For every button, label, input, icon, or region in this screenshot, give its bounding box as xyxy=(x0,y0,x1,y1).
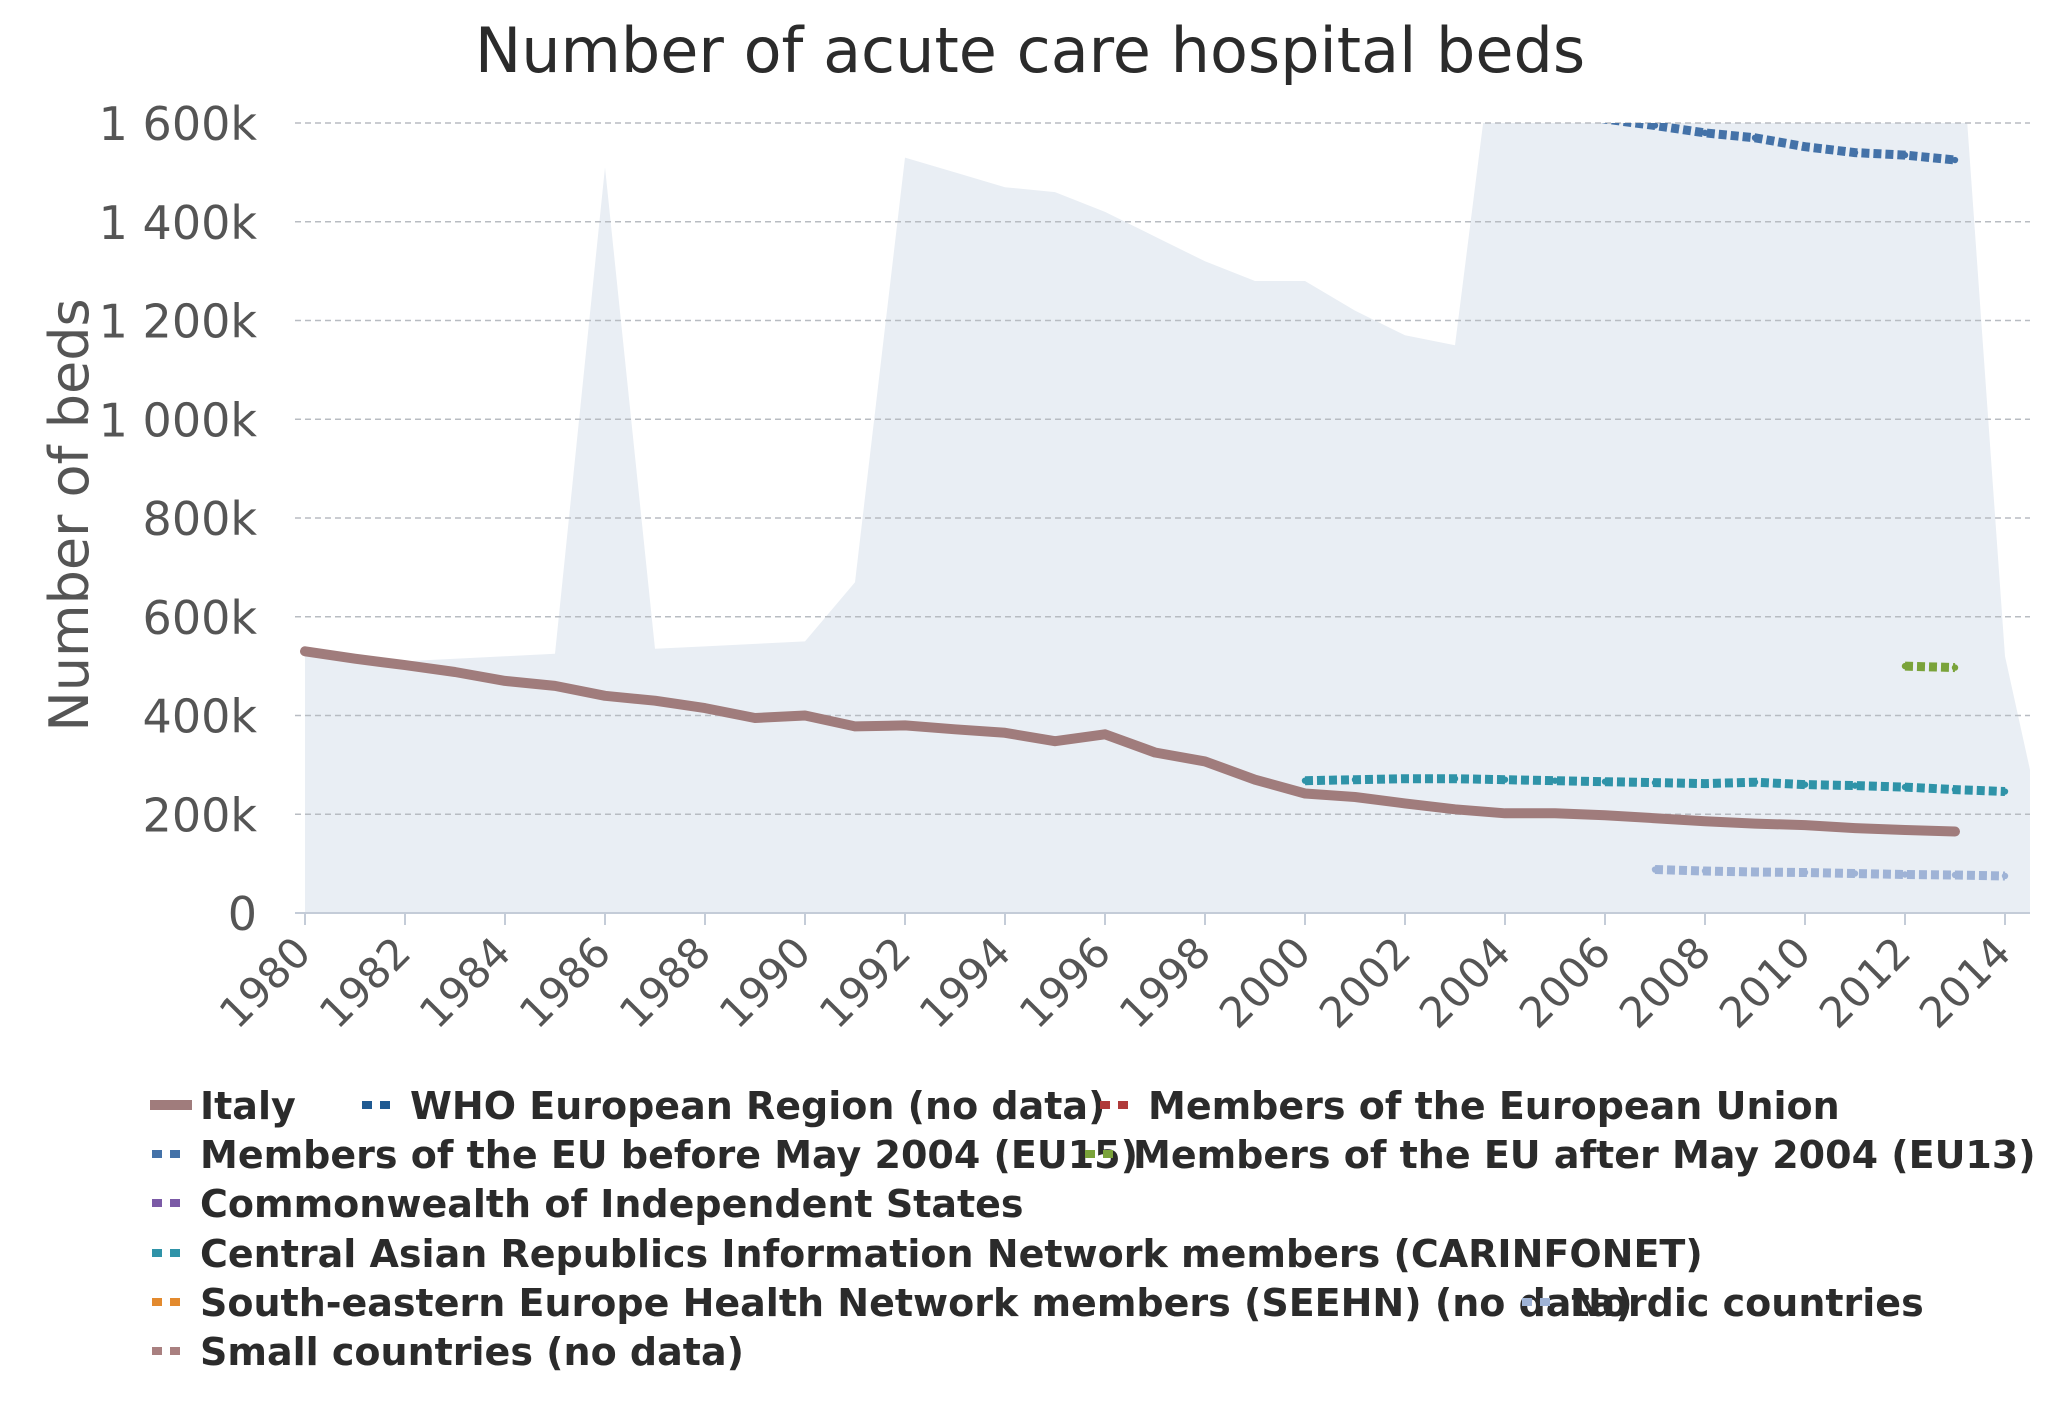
data-point xyxy=(1602,116,1608,122)
x-tick-label: 2012 xyxy=(1810,927,1920,1037)
x-tick-label: 1990 xyxy=(710,927,820,1037)
x-tick-label: 1988 xyxy=(610,927,720,1037)
y-tick-label: 400k xyxy=(143,690,258,744)
data-point xyxy=(1902,152,1908,158)
legend-label: Nordic countries xyxy=(1570,1281,1924,1325)
legend-label: South-eastern Europe Health Network memb… xyxy=(200,1281,1633,1325)
chart-title: Number of acute care hospital beds xyxy=(475,14,1585,87)
data-point xyxy=(1902,784,1908,790)
legend-item[interactable]: South-eastern Europe Health Network memb… xyxy=(152,1281,1633,1325)
y-tick-label: 1 000k xyxy=(99,393,258,447)
x-tick-label: 2006 xyxy=(1510,927,1620,1037)
data-point xyxy=(1402,776,1408,782)
data-point xyxy=(1952,786,1958,792)
legend-item[interactable]: Italy xyxy=(150,1084,296,1128)
y-tick-label: 600k xyxy=(143,591,258,645)
data-point xyxy=(1852,149,1858,155)
data-point xyxy=(1752,779,1758,785)
data-point xyxy=(1802,781,1808,787)
range-band xyxy=(305,0,2048,913)
data-point xyxy=(1702,130,1708,136)
legend-label: Commonwealth of Independent States xyxy=(200,1182,1024,1226)
data-point xyxy=(1302,777,1308,783)
data-point xyxy=(1702,868,1708,874)
data-point xyxy=(2002,788,2008,794)
data-point xyxy=(1802,869,1808,875)
x-tick-label: 1986 xyxy=(510,927,620,1037)
data-point xyxy=(1352,776,1358,782)
legend-item[interactable]: WHO European Region (no data) xyxy=(362,1084,1105,1128)
data-point xyxy=(1852,782,1858,788)
legend-item[interactable]: Members of the EU after May 2004 (EU13) xyxy=(1085,1133,2036,1177)
legend-label: Members of the EU before May 2004 (EU15) xyxy=(200,1133,1138,1177)
y-tick-label: 200k xyxy=(143,788,258,842)
legend-label: Members of the European Union xyxy=(1148,1084,1840,1128)
y-tick-label: 1 400k xyxy=(99,196,258,250)
x-tick-label: 1984 xyxy=(410,927,520,1037)
y-tick-label: 1 600k xyxy=(99,97,258,151)
x-tick-label: 1992 xyxy=(810,927,920,1037)
x-tick-label: 2010 xyxy=(1710,927,1820,1037)
data-point xyxy=(1702,780,1708,786)
legend-item[interactable]: Members of the EU before May 2004 (EU15) xyxy=(152,1133,1138,1177)
x-tick-label: 1980 xyxy=(210,927,320,1037)
data-point xyxy=(1952,157,1958,163)
data-point xyxy=(1952,872,1958,878)
legend: Italy WHO European Region (no data) Member… xyxy=(150,1084,2036,1374)
y-tick-label: 1 200k xyxy=(99,295,258,349)
y-axis-label: Number of beds xyxy=(38,298,101,731)
y-tick-label: 0 xyxy=(228,887,257,941)
x-tick-label: 1982 xyxy=(310,927,420,1037)
series-line-4 xyxy=(1905,666,1955,668)
legend-label: Italy xyxy=(200,1084,296,1128)
data-point xyxy=(1902,663,1908,669)
data-point xyxy=(1552,777,1558,783)
legend-item[interactable]: Central Asian Republics Information Netw… xyxy=(152,1232,1703,1276)
data-point xyxy=(1652,122,1658,128)
x-tick-label: 2000 xyxy=(1210,927,1320,1037)
data-point xyxy=(1752,869,1758,875)
legend-item[interactable]: Members of the European Union xyxy=(1100,1084,1840,1128)
data-point xyxy=(1452,776,1458,782)
data-point xyxy=(1752,135,1758,141)
data-point xyxy=(1552,107,1558,113)
data-point xyxy=(1502,776,1508,782)
x-tick-label: 1994 xyxy=(910,927,1020,1037)
data-point xyxy=(1602,778,1608,784)
x-tick-label: 2014 xyxy=(1910,927,2020,1037)
x-tick-label: 2002 xyxy=(1310,927,1420,1037)
x-tick-label: 1996 xyxy=(1010,927,1120,1037)
x-tick-label: 1998 xyxy=(1110,927,1220,1037)
legend-label: WHO European Region (no data) xyxy=(410,1084,1105,1128)
data-point xyxy=(1952,664,1958,670)
data-point xyxy=(1652,866,1658,872)
legend-item[interactable]: Small countries (no data) xyxy=(152,1330,744,1374)
data-point xyxy=(1652,779,1658,785)
x-tick-label: 2004 xyxy=(1410,927,1520,1037)
legend-label: Members of the EU after May 2004 (EU13) xyxy=(1133,1133,2036,1177)
data-point xyxy=(1852,870,1858,876)
legend-label: Small countries (no data) xyxy=(200,1330,744,1374)
data-point xyxy=(1802,144,1808,150)
legend-item[interactable]: Commonwealth of Independent States xyxy=(152,1182,1024,1226)
data-point xyxy=(1902,871,1908,877)
data-point xyxy=(2002,873,2008,879)
x-tick-label: 2008 xyxy=(1610,927,1720,1037)
data-point xyxy=(1502,100,1508,106)
legend-label: Central Asian Republics Information Netw… xyxy=(200,1232,1703,1276)
range-band-layer xyxy=(305,0,2048,913)
y-tick-label: 800k xyxy=(143,492,258,546)
legend-item[interactable]: Nordic countries xyxy=(1522,1281,1924,1325)
